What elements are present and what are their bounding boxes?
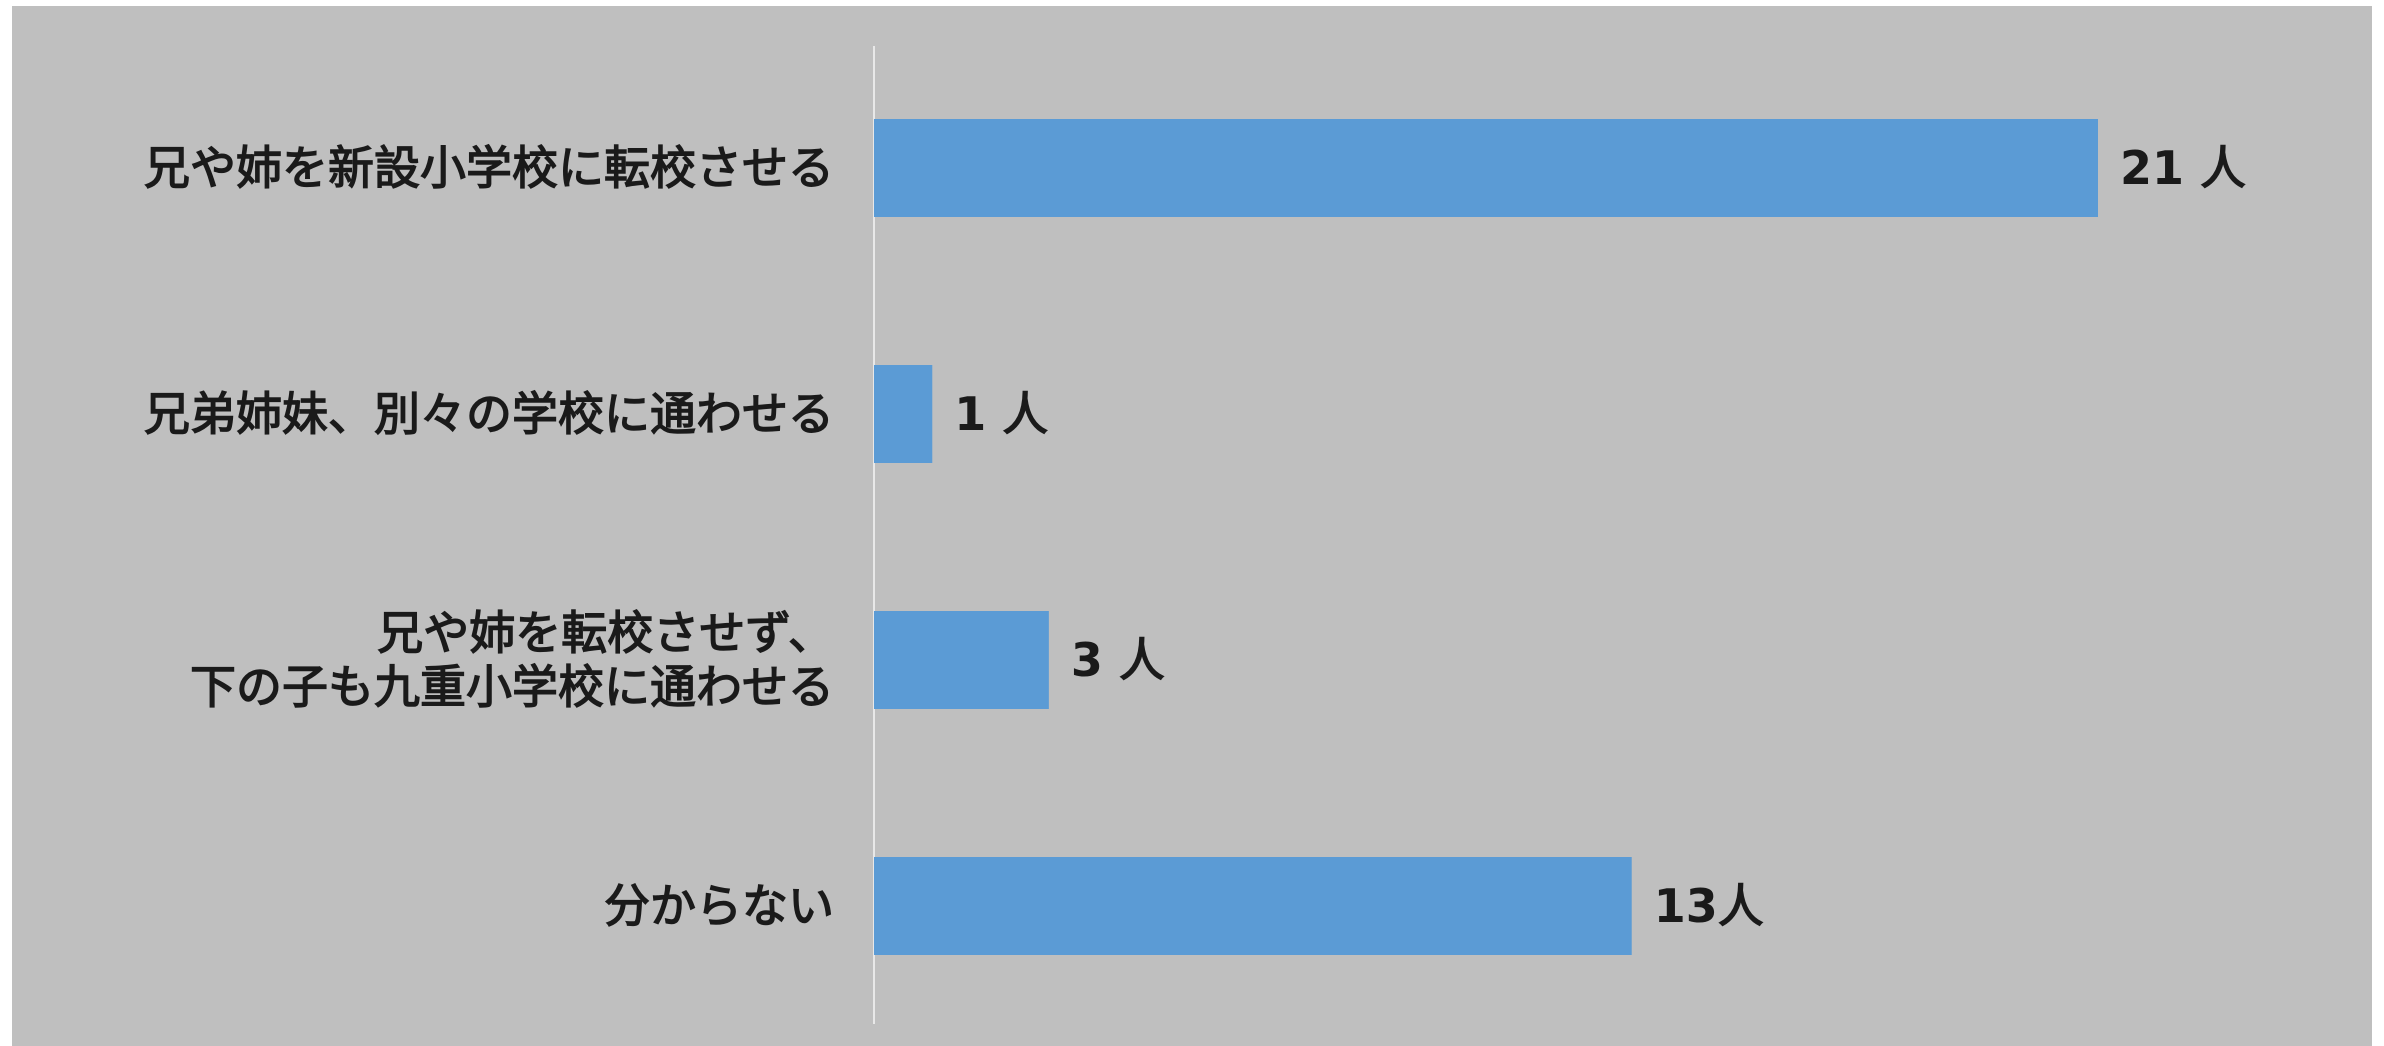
category-label-1: 兄や姉を新設小学校に転校させる [144, 141, 834, 195]
value-label-4: 13人 [1654, 879, 1764, 933]
value-label-3: 3 人 [1071, 633, 1165, 687]
bar-chart: 兄や姉を新設小学校に転校させる兄弟姉妹、別々の学校に通わせる兄や姉を転校させず、… [144, 46, 2246, 1024]
bar-2 [874, 365, 933, 463]
category-label-line: 下の子も九重小学校に通わせる [190, 660, 834, 714]
category-label-line: 兄や姉を転校させず、 [377, 606, 834, 660]
value-label-2: 1 人 [954, 387, 1048, 441]
category-label-line: 兄弟姉妹、別々の学校に通わせる [144, 387, 834, 441]
category-label-2: 兄弟姉妹、別々の学校に通わせる [144, 387, 834, 441]
bar-1 [874, 119, 2098, 217]
bars-group [874, 119, 2098, 955]
value-label-1: 21 人 [2120, 141, 2246, 195]
category-label-3: 兄や姉を転校させず、下の子も九重小学校に通わせる [190, 606, 834, 714]
chart-panel: 兄や姉を新設小学校に転校させる 兄弟姉妹、別々の学校に通わせる兄や姉を転校させず、… [12, 6, 2372, 1046]
category-label-4: 分からない [604, 879, 834, 933]
category-labels-group: 兄や姉を新設小学校に転校させる兄弟姉妹、別々の学校に通わせる兄や姉を転校させず、… [144, 141, 834, 933]
bar-4 [874, 857, 1632, 955]
value-labels-group: 21 人 1 人 3 人 13人 [954, 141, 2246, 933]
category-label-line: 分からない [604, 879, 834, 933]
category-label-line: 兄や姉を新設小学校に転校させる [144, 141, 834, 195]
bar-3 [874, 611, 1049, 709]
